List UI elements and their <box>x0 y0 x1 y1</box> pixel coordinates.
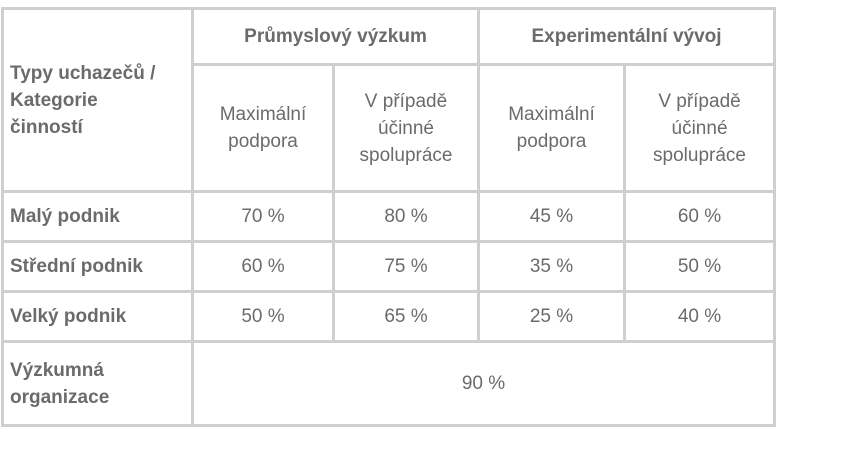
merged-value-cell: 90 % <box>190 340 777 427</box>
group-header-row: Typy uchazečů / Kategorie činností Průmy… <box>1 7 777 193</box>
table-row: Střední podnik 60 % 75 % 35 % 50 % <box>1 240 777 293</box>
table-row: Malý podnik 70 % 80 % 45 % 60 % <box>1 190 777 243</box>
sub-header-line: účinné <box>671 117 728 139</box>
sub-header-line: Maximální <box>219 104 307 125</box>
sub-header-line: spolupráce <box>653 144 746 166</box>
value-cell: 65 % <box>331 290 481 343</box>
value-cell: 25 % <box>477 290 627 343</box>
group-header-industrial-research: Průmyslový výzkum <box>190 7 481 66</box>
sub-header-line: podpora <box>228 131 298 152</box>
corner-label-line: Kategorie <box>10 89 98 111</box>
value-cell: 45 % <box>477 190 627 243</box>
value-cell: 50 % <box>623 240 777 293</box>
sub-header-effective-cooperation: V případě účinné spolupráce <box>623 63 777 193</box>
support-rates-table: Typy uchazečů / Kategorie činností Průmy… <box>1 7 777 427</box>
sub-header-max-support: Maximální podpora <box>477 63 627 193</box>
value-cell: 80 % <box>331 190 481 243</box>
corner-header-cell: Typy uchazečů / Kategorie činností <box>1 7 194 193</box>
sub-header-line: Maximální <box>508 104 595 125</box>
row-label-line: Výzkumná <box>10 359 104 381</box>
row-label: Výzkumná organizace <box>1 340 194 427</box>
sub-header-effective-cooperation: V případě účinné spolupráce <box>331 63 481 193</box>
value-cell: 60 % <box>191 240 335 293</box>
corner-label-line: Typy uchazečů / <box>10 62 156 84</box>
value-cell: 40 % <box>623 290 777 343</box>
row-label: Střední podnik <box>1 240 194 293</box>
sub-header-line: účinné <box>378 117 434 139</box>
value-cell: 35 % <box>477 240 627 293</box>
value-cell: 70 % <box>191 190 335 243</box>
table-row-research-organization: Výzkumná organizace 90 % <box>1 340 777 427</box>
value-cell: 60 % <box>623 190 777 243</box>
sub-header-max-support: Maximální podpora <box>191 63 335 193</box>
sub-header-line: spolupráce <box>359 144 453 166</box>
group-header-experimental-development: Experimentální vývoj <box>477 7 777 66</box>
corner-label-line: činností <box>10 116 83 138</box>
row-label: Malý podnik <box>1 190 194 243</box>
row-label: Velký podnik <box>1 290 194 343</box>
sub-header-line: V případě <box>364 90 448 112</box>
row-label-line: organizace <box>10 386 110 408</box>
value-cell: 50 % <box>191 290 335 343</box>
sub-header-line: podpora <box>516 131 587 152</box>
sub-header-row: Maximální podpora V případě účinné spolu… <box>3 63 777 193</box>
sub-header-line: V případě <box>658 90 741 112</box>
value-cell: 75 % <box>331 240 481 293</box>
table-row: Velký podnik 50 % 65 % 25 % 40 % <box>1 290 777 343</box>
